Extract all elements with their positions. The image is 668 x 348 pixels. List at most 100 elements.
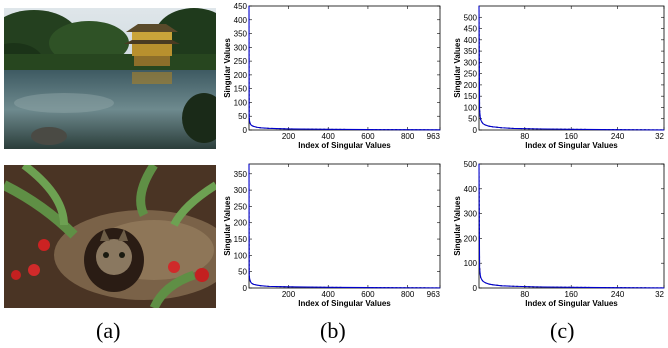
x-tick-label: 240: [611, 290, 625, 299]
x-tick-label: 600: [361, 132, 375, 141]
y-tick-label: 250: [464, 70, 478, 79]
y-axis-label: Singular Values: [223, 196, 232, 256]
data-point: [479, 273, 481, 275]
x-axis-label: Index of Singular Values: [298, 299, 391, 308]
y-tick-label: 450: [464, 25, 478, 34]
series-line: [248, 163, 441, 289]
data-point: [484, 282, 486, 284]
y-tick-label: 400: [234, 16, 248, 25]
chart-b-bottom: 0 50 100 150 200 250 300 350 200 400 600 800 963 Inde…: [222, 160, 444, 310]
data-point: [268, 285, 270, 287]
data-point: [327, 286, 329, 288]
x-tick-label: 963: [427, 290, 441, 299]
y-axis-label: Singular Values: [453, 196, 462, 256]
chart-c-top: 0 50 100 150 200 250 300 350 400 450 500 80 160 240 32…: [452, 2, 668, 152]
x-tick-label: 200: [282, 290, 296, 299]
y-tick-label: 450: [234, 2, 248, 11]
y-tick-label: 100: [464, 259, 478, 268]
data-point: [253, 126, 255, 127]
x-tick-label: 400: [322, 132, 336, 141]
plot-frame: [248, 163, 441, 289]
y-tick-label: 100: [234, 251, 248, 260]
data-point: [248, 119, 250, 121]
x-tick-label: 32: [655, 290, 664, 299]
y-tick-label: 500: [464, 160, 478, 169]
chart-c-top-svg: 0 50 100 150 200 250 300 350 400 450 500 80 160 240 32…: [453, 5, 665, 150]
data-point: [251, 125, 253, 127]
y-tick-label: 350: [234, 30, 248, 39]
data-point: [536, 286, 537, 288]
x-axis-label: Index of Singular Values: [525, 141, 618, 150]
y-tick-label: 0: [243, 284, 248, 293]
data-point: [488, 283, 490, 285]
caption-a: (a): [96, 318, 121, 343]
data-point: [536, 128, 537, 130]
y-tick-label: 0: [473, 126, 478, 135]
x-tick-label: 80: [520, 132, 529, 141]
data-point: [478, 5, 480, 7]
data-point: [492, 126, 494, 128]
data-point: [248, 116, 250, 118]
data-point: [288, 286, 289, 288]
data-point: [481, 279, 483, 281]
data-point: [480, 277, 482, 278]
data-point: [253, 284, 255, 285]
data-point: [663, 287, 665, 289]
data-point: [439, 287, 441, 289]
data-point: [367, 129, 369, 130]
chart-b-bottom-svg: 0 50 100 150 200 250 300 350 200 400 600 800 963 Inde…: [223, 163, 441, 308]
y-tick-label: 300: [464, 210, 478, 219]
photo-lynx-kitten: [4, 165, 216, 308]
chart-b-top-svg: 0 50 100 150 200 250 300 350 400 450 200 400 600 800 9…: [223, 2, 441, 150]
data-point: [256, 284, 258, 286]
x-tick-label: 240: [611, 132, 625, 141]
data-point: [248, 272, 250, 274]
y-tick-label: 250: [234, 57, 248, 66]
data-point: [480, 119, 482, 121]
data-point: [407, 129, 409, 131]
series-line: [248, 5, 441, 131]
data-point: [367, 287, 369, 289]
data-point: [249, 281, 251, 282]
y-tick-label: 50: [468, 115, 477, 124]
data-point: [501, 127, 503, 129]
data-point: [248, 163, 250, 165]
x-tick-label: 963: [427, 132, 441, 141]
y-tick-label: 0: [473, 284, 478, 293]
data-point: [478, 163, 480, 165]
data-point: [479, 116, 481, 117]
caption-c: (c): [550, 318, 575, 343]
data-point: [617, 287, 619, 289]
data-point: [407, 287, 409, 289]
x-tick-label: 600: [361, 290, 375, 299]
data-point: [288, 128, 289, 130]
x-axis-label: Index of Singular Values: [298, 141, 391, 150]
data-point: [260, 285, 262, 287]
caption-b: (b): [320, 318, 346, 343]
data-point: [479, 266, 480, 268]
y-tick-label: 300: [234, 43, 248, 52]
y-tick-label: 50: [238, 268, 247, 277]
x-tick-label: 800: [401, 290, 415, 299]
data-point: [570, 286, 572, 288]
y-tick-label: 150: [234, 85, 248, 94]
plot-frame: [478, 5, 665, 131]
chart-b-top: 0 50 100 150 200 250 300 350 400 450 200 400 600 800 9…: [222, 2, 444, 152]
data-point: [488, 125, 490, 127]
data-point: [260, 127, 262, 129]
data-point: [512, 285, 514, 287]
data-point: [570, 128, 572, 130]
data-point: [663, 129, 665, 131]
y-tick-label: 150: [464, 92, 478, 101]
y-axis-label: Singular Values: [223, 38, 232, 98]
y-tick-label: 350: [234, 170, 248, 179]
data-point: [250, 282, 252, 284]
data-point: [482, 123, 484, 125]
y-tick-label: 100: [464, 103, 478, 112]
plot-frame: [478, 163, 665, 289]
data-point: [250, 124, 252, 126]
x-axis-label: Index of Singular Values: [525, 299, 618, 308]
y-tick-label: 100: [234, 98, 248, 107]
data-point: [481, 121, 483, 123]
data-point: [479, 109, 480, 111]
